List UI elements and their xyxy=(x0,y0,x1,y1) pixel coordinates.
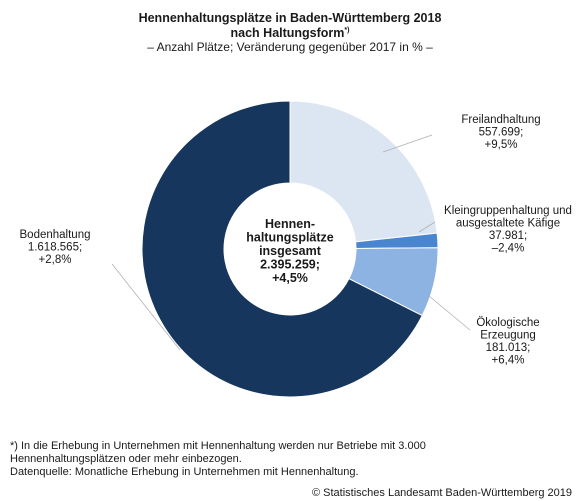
slice-3 xyxy=(141,100,423,398)
slice-label-0: Freilandhaltung 557.699; +9,5% xyxy=(461,114,540,151)
footnote-line1: *) In die Erhebung in Unternehmen mit He… xyxy=(10,440,426,452)
slice-label-1: Kleingruppenhaltung und ausgestaltete Käf… xyxy=(444,205,572,255)
leader-line-2 xyxy=(428,295,471,331)
chart-title-line2: nach Haltungsform*) xyxy=(231,26,350,40)
slice-label-2: Ökologische Erzeugung 181.013; +6,4% xyxy=(476,317,539,367)
footnote-datasource: Datenquelle: Monatliche Erhebung in Unte… xyxy=(10,466,359,478)
footnote-line2: Hennenhaltungsplätzen oder mehr einbezog… xyxy=(10,453,242,465)
slice-0 xyxy=(289,100,438,243)
leader-line-3 xyxy=(111,263,181,351)
chart-title-line1: Hennenhaltungsplätze in Baden-Württember… xyxy=(139,11,442,25)
leader-line-0 xyxy=(382,134,433,153)
leader-line-1 xyxy=(418,221,436,233)
slice-label-3: Bodenhaltung 1.618.565; +2,8% xyxy=(20,229,91,266)
copyright: © Statistisches Landesamt Baden-Württemb… xyxy=(312,487,572,499)
center-total-label: Hennen-haltungsplätze insgesamt 2.395.259;… xyxy=(246,217,334,285)
chart-subtitle: – Anzahl Plätze; Veränderung gegenüber 2… xyxy=(147,40,433,54)
